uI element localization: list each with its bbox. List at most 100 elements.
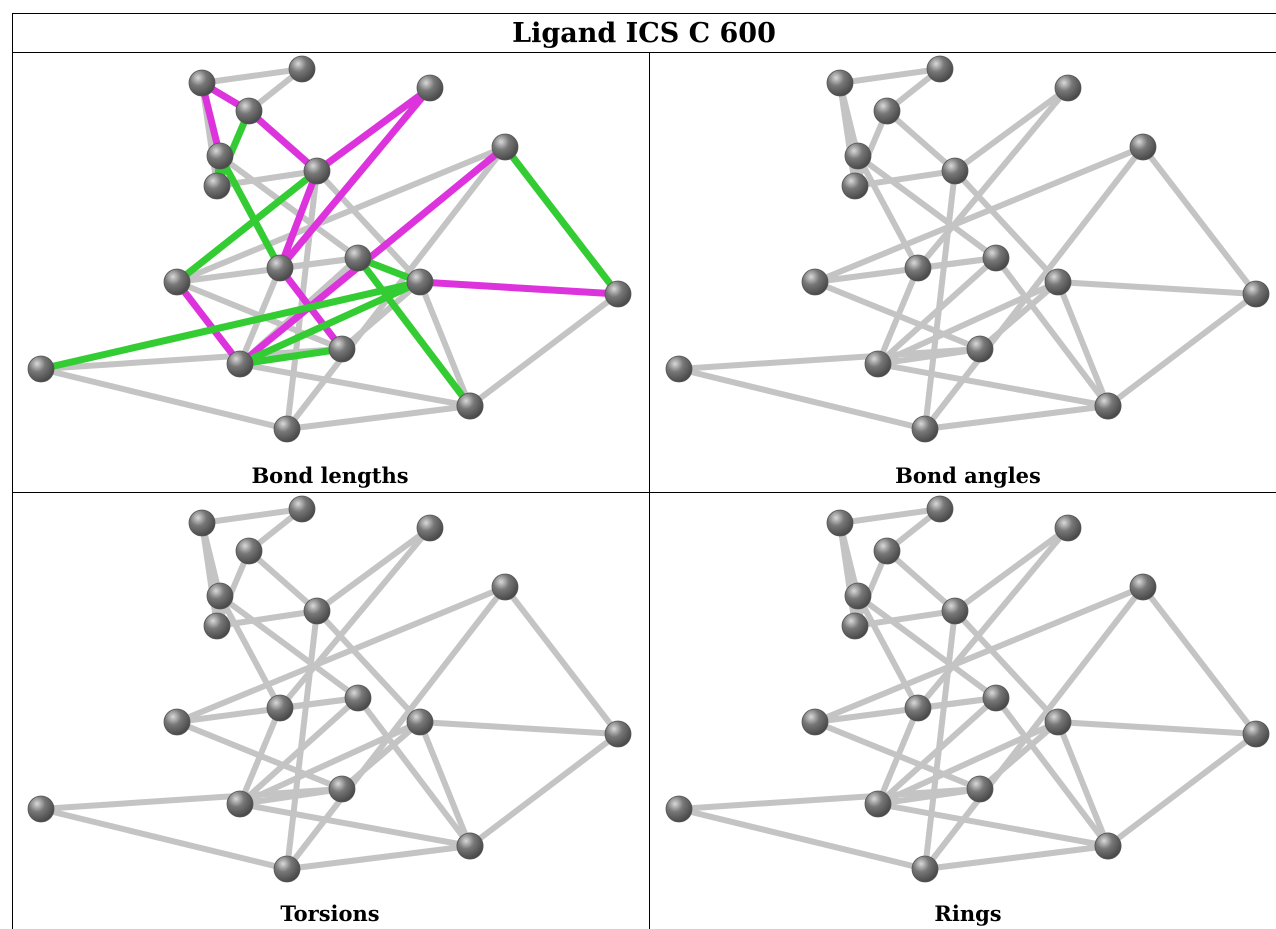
atom-M [406,708,434,736]
atom-Q [911,855,939,883]
atom-Q [911,415,939,443]
atom-J [163,708,191,736]
atom-P [665,355,693,383]
atom-S [1094,392,1122,420]
atom-N [1242,280,1270,308]
bond-Q-R [284,403,473,432]
bond-A-C [837,520,858,629]
bond-G-H [915,525,1071,711]
highlighted-bond-K-S [354,254,474,410]
bond-P-Q [38,806,290,872]
bond-O-P [38,786,345,812]
highlighted-bond-I-L [236,143,509,368]
atom-B [926,55,954,83]
bond-N-S [1105,731,1259,849]
caption-torsions: Torsions [280,900,380,926]
atom-I [491,573,519,601]
atom-S [1094,832,1122,860]
bond-M-S [1055,719,1111,849]
atom-H [266,254,294,282]
caption-rings: Rings [934,900,1002,926]
atom-A [188,69,216,97]
atom-M [1044,708,1072,736]
atom-C [203,612,231,640]
bond-M-N [1055,719,1259,737]
bond-L-R [875,801,1111,849]
bond-I-N [1140,144,1259,297]
bond-O-P [676,786,983,812]
bond-I-J [174,584,508,725]
atom-S [456,392,484,420]
bond-E-H [855,593,921,711]
atom-E [844,582,872,610]
atom-I [1129,133,1157,161]
bond-M-S [417,279,473,409]
atom-N [604,720,632,748]
bond-Q-R [922,403,1111,432]
atom-Q [273,415,301,443]
atom-F [303,597,331,625]
atom-K [982,244,1010,272]
bond-F-Q [922,608,958,872]
bond-H-L [875,265,921,367]
bond-M-N [1055,279,1259,297]
figure-table [12,13,1276,929]
atom-L [226,790,254,818]
bond-N-S [467,731,621,849]
row-divider [12,492,1276,493]
atom-N [604,280,632,308]
bond-I-Q [922,144,1146,432]
highlighted-bond-M-P [37,278,424,373]
figure-title: Ligand ICS C 600 [512,17,776,49]
atom-G [416,514,444,542]
atom-S [456,832,484,860]
molecule-panel-torsions [27,495,632,883]
atom-L [226,350,254,378]
bond-H-L [875,705,921,807]
bond-A-C [199,520,220,629]
atom-O [966,335,994,363]
atom-C [841,172,869,200]
column-divider [649,52,650,929]
bond-D-F [246,548,320,614]
bond-I-J [812,584,1146,725]
atom-A [826,509,854,537]
bond-N-S [1105,291,1259,409]
atom-N [1242,720,1270,748]
bond-F-Q [284,608,320,872]
bond-O-P [676,346,983,372]
bond-A-B [199,506,305,526]
highlighted-bond-I-N [501,143,622,298]
title-divider [12,52,1276,53]
highlighted-bond-J-L [173,278,244,368]
atom-H [904,254,932,282]
atom-D [235,537,263,565]
atom-B [288,495,316,523]
bond-L-R [237,801,473,849]
bond-E-K [217,593,361,701]
atom-P [27,795,55,823]
bond-I-N [502,584,621,737]
atom-F [941,597,969,625]
bond-F-Q [922,168,958,432]
bond-M-S [1055,279,1111,409]
bond-F-G [952,85,1071,174]
bond-E-H [217,593,283,711]
bond-P-Q [38,366,290,432]
bond-A-B [199,66,305,86]
atom-A [826,69,854,97]
atom-L [864,350,892,378]
bond-C-D [852,548,890,629]
atom-L [864,790,892,818]
bond-I-N [1140,584,1259,737]
bond-G-H [915,85,1071,271]
atom-Q [273,855,301,883]
atom-J [801,708,829,736]
atom-E [206,582,234,610]
highlighted-bond-D-F [245,107,321,175]
bond-I-J [174,144,508,285]
bond-H-L [237,705,283,807]
bond-F-G [952,525,1071,614]
atom-P [27,355,55,383]
atom-E [844,142,872,170]
